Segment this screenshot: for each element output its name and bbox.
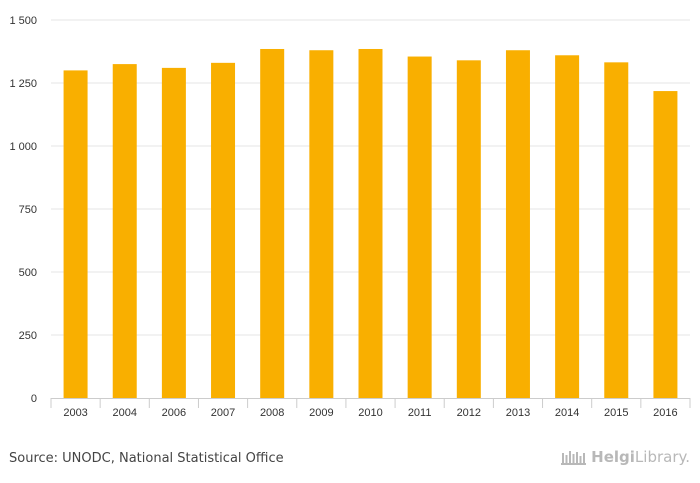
- x-tick-label: 2013: [506, 407, 530, 419]
- y-tick-label: 250: [19, 330, 37, 342]
- y-tick-label: 750: [19, 204, 37, 216]
- x-tick-label: 2009: [309, 407, 333, 419]
- x-tick-label: 2014: [555, 407, 579, 419]
- x-tick-label: 2007: [211, 407, 235, 419]
- y-tick-label: 500: [19, 267, 37, 279]
- y-axis-tick-labels: 0 250 500 750 1 000 1 250 1 500: [9, 15, 37, 405]
- bar: [604, 62, 629, 398]
- bar: [63, 70, 88, 399]
- library-icon: [561, 451, 587, 465]
- bars: [63, 48, 678, 399]
- bar: [653, 91, 678, 399]
- x-axis: [50, 398, 691, 408]
- x-tick-label: 2010: [358, 407, 382, 419]
- x-axis-tick-labels: 2003 2004 2006 2007 2008 2009 2010 2011 2012 2013…: [63, 407, 677, 419]
- bar: [358, 48, 383, 398]
- bar: [456, 60, 481, 398]
- brand-name-helgi: Helgi: [591, 448, 635, 466]
- y-tick-label: 1 250: [9, 78, 37, 90]
- x-tick-label: 2011: [408, 407, 432, 419]
- x-tick-label: 2016: [653, 407, 677, 419]
- x-tick-label: 2008: [260, 407, 284, 419]
- x-tick-label: 2012: [457, 407, 481, 419]
- bar: [112, 64, 137, 398]
- helgi-library-logo: HelgiLibrary.: [561, 448, 690, 466]
- bar: [260, 48, 285, 398]
- x-tick-label: 2004: [112, 407, 136, 419]
- bar: [555, 55, 580, 398]
- bar: [309, 50, 334, 399]
- bar: [161, 67, 186, 398]
- bar: [211, 62, 236, 399]
- x-tick-label: 2006: [162, 407, 186, 419]
- x-tick-label: 2003: [63, 407, 87, 419]
- x-tick-label: 2015: [604, 407, 628, 419]
- bar: [407, 56, 432, 398]
- y-tick-label: 1 000: [9, 141, 37, 153]
- y-tick-label: 1 500: [9, 15, 37, 27]
- source-note: Source: UNODC, National Statistical Offi…: [9, 451, 284, 466]
- y-tick-label: 0: [31, 393, 37, 405]
- brand-name-library: Library.: [634, 448, 690, 466]
- bar: [505, 50, 530, 399]
